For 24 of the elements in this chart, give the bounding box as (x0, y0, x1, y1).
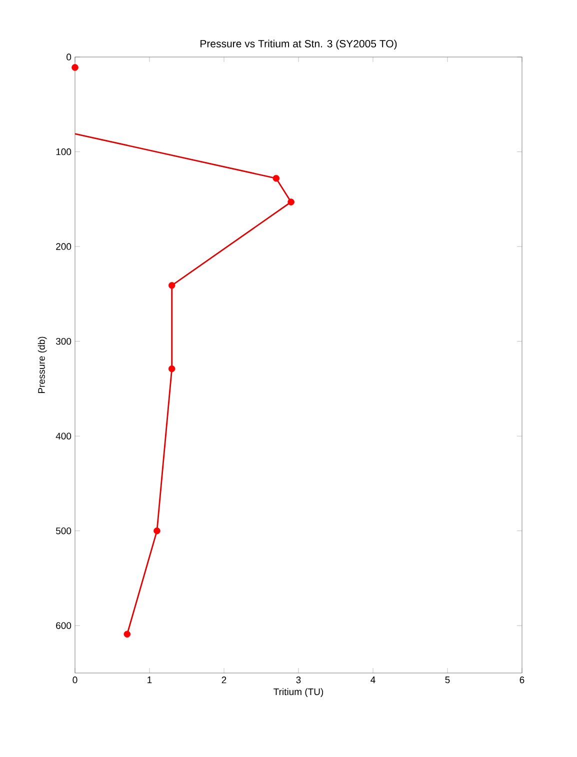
point (124, 630, 131, 638)
point (168, 365, 176, 372)
point (272, 174, 280, 182)
y-tick-label: 100 (56, 148, 72, 156)
point (154, 527, 160, 534)
point (288, 198, 294, 206)
x-tick-label: 6 (520, 676, 524, 684)
x-axis-title: Tritium (TU) (274, 688, 324, 697)
y-axis-title: Pressure (db) (38, 336, 47, 393)
x-tick-label: 0 (72, 676, 78, 684)
x-tick-label: 2 (222, 676, 226, 684)
y-tick-label: 600 (56, 622, 72, 629)
y-tick-label: 500 (56, 527, 72, 534)
point (168, 282, 176, 289)
y-tick-label: 200 (56, 243, 72, 250)
y-tick-label: 0 (66, 54, 72, 60)
chart-title: Pressure vs Tritium at Stn. 3 (SY2005 TO) (200, 40, 397, 50)
y-tick-label: 400 (56, 432, 72, 440)
point (72, 64, 78, 71)
x-tick-label: 1 (148, 676, 152, 684)
x-tick-label: 3 (296, 676, 301, 684)
x-tick-label: 4 (370, 676, 376, 684)
y-tick-label: 300 (56, 338, 72, 345)
x-tick-label: 5 (445, 676, 450, 684)
